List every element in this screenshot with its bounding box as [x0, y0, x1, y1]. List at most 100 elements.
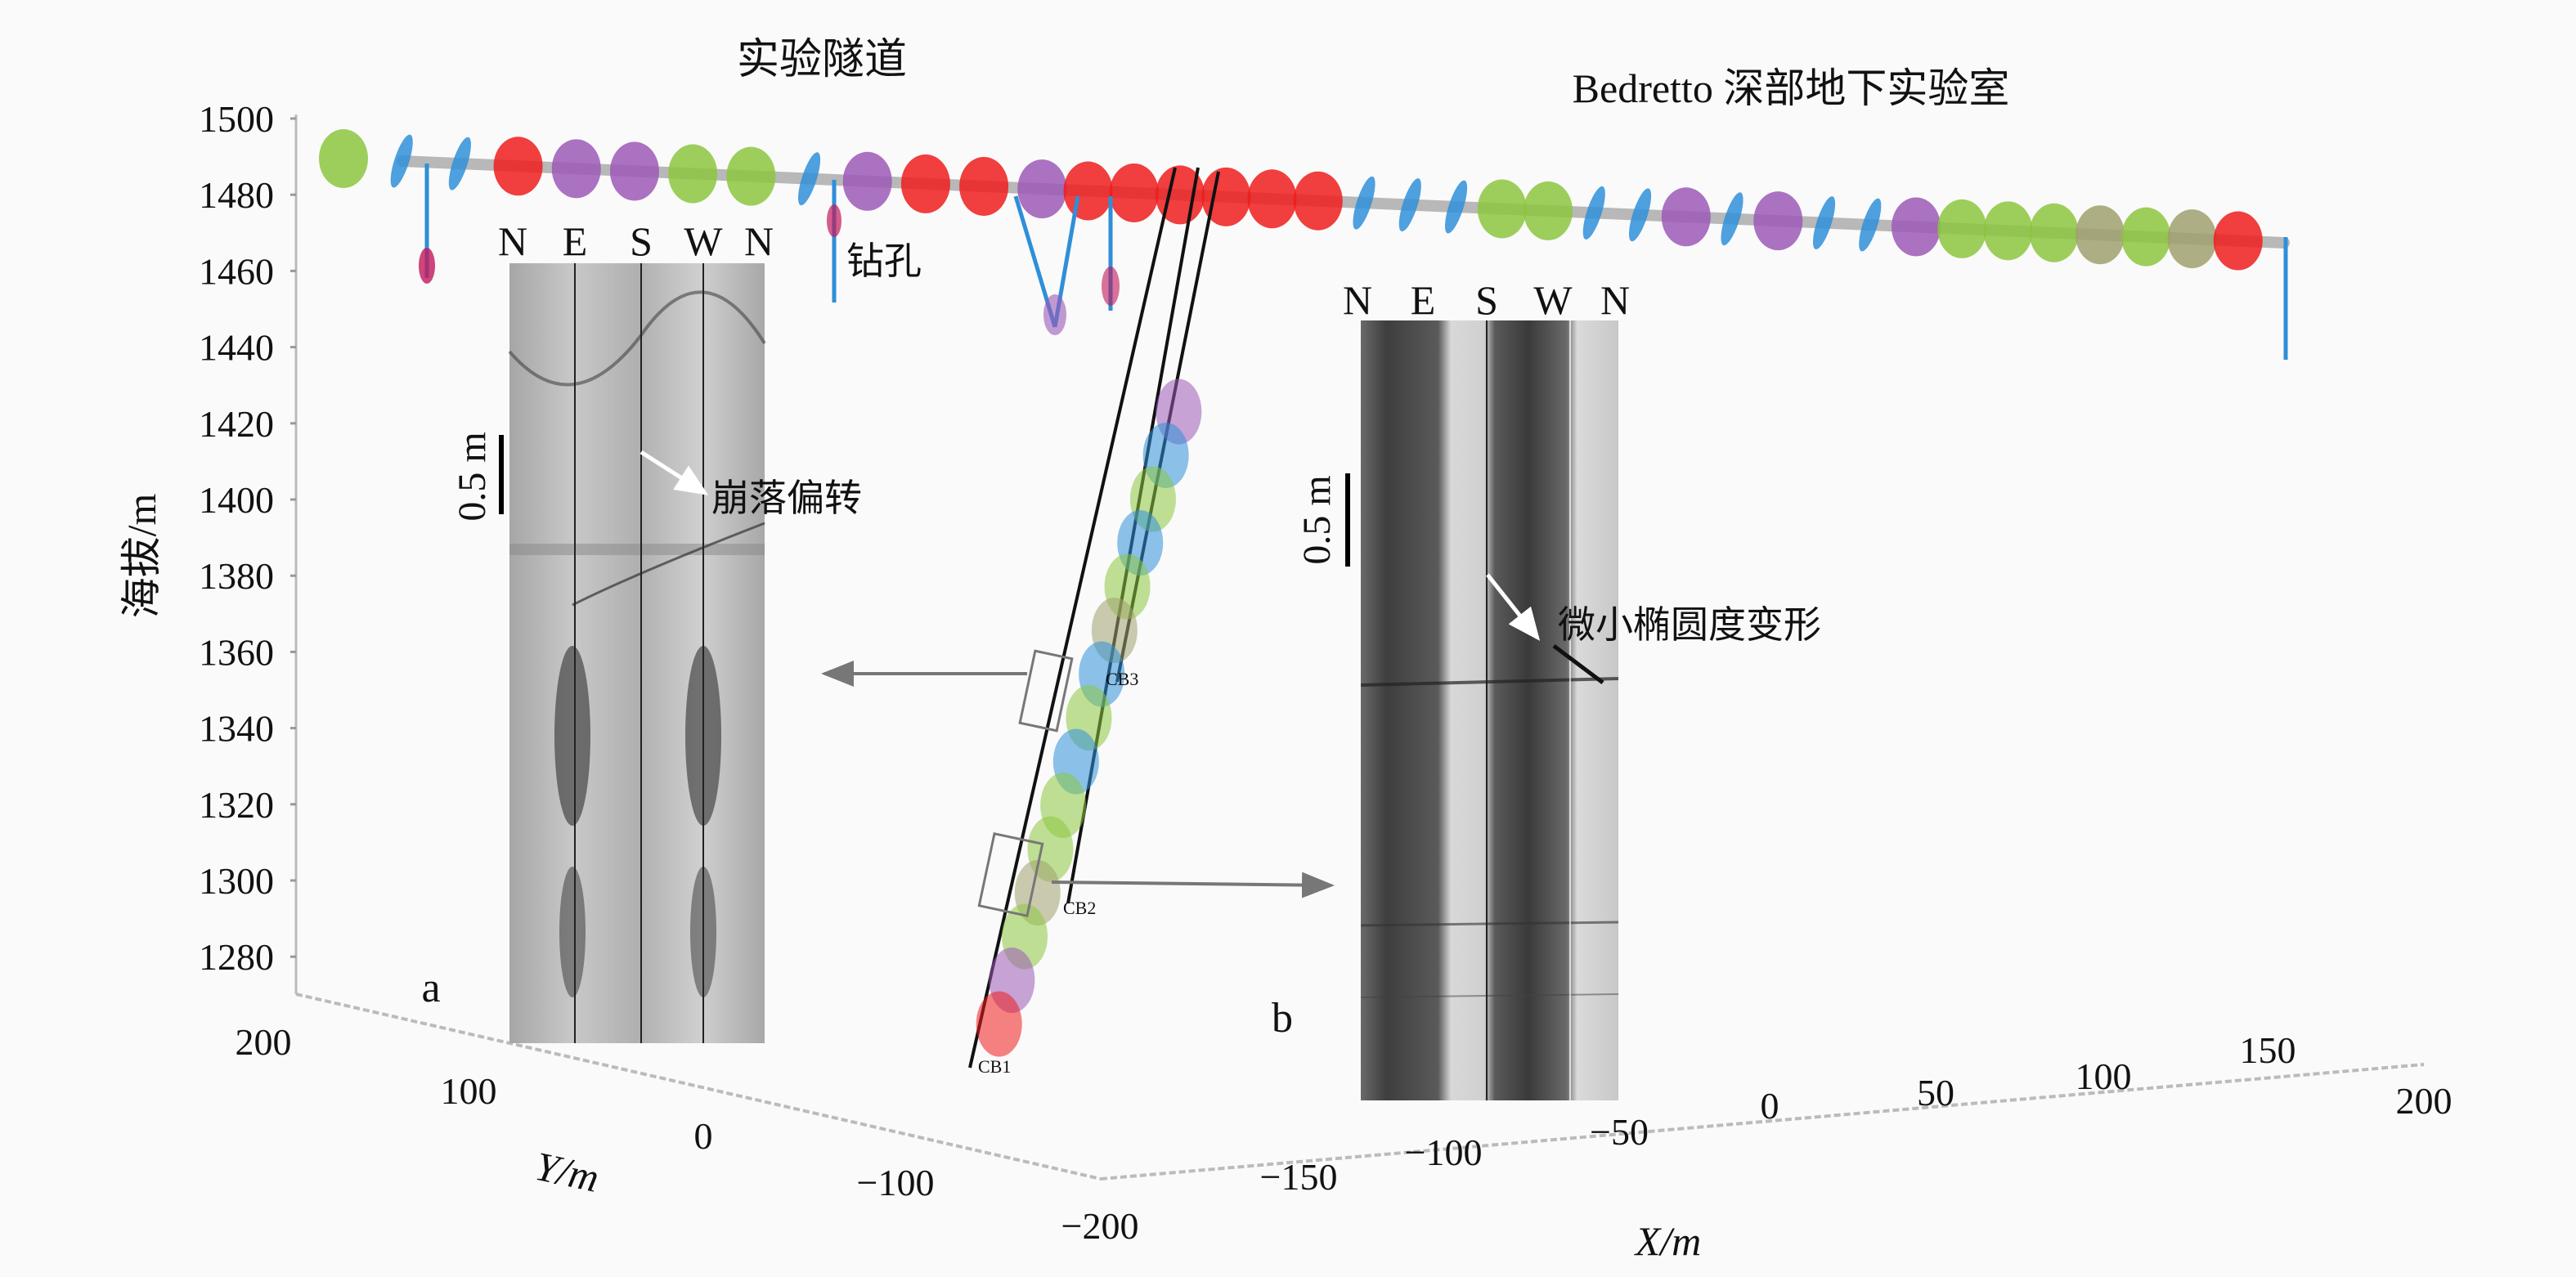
inset-b-scale-label: 0.5 m	[1295, 475, 1339, 564]
y-axis-label: Y/m	[532, 1143, 604, 1201]
z-tick-label: 1480	[199, 174, 274, 216]
compass-header-n: N	[498, 218, 527, 264]
fracture-ellipse	[609, 141, 659, 201]
fracture-ellipse	[1661, 187, 1711, 247]
borehole-fracture-ellipse	[976, 991, 1022, 1057]
y-tick-label: 0	[694, 1115, 713, 1157]
z-tick-label: 1400	[199, 479, 274, 521]
fracture-ellipse	[900, 154, 950, 213]
fracture-ellipse	[1983, 201, 2033, 261]
fracture-ellipse	[1109, 163, 1159, 222]
fracture-ellipse	[493, 137, 543, 196]
y-tick-label: −100	[857, 1162, 935, 1203]
fracture-ellipse	[668, 144, 718, 204]
fracture-ellipse	[726, 146, 776, 206]
y-tick-label: 100	[441, 1070, 497, 1112]
z-tick-label: 1340	[199, 708, 274, 750]
x-tick-label: −150	[1260, 1156, 1338, 1198]
fracture-ellipse	[2121, 207, 2171, 267]
z-axis-label: 海拔/m	[119, 494, 164, 619]
tunnel-title: 实验隧道	[737, 37, 907, 83]
x-tick-label: 200	[2396, 1080, 2453, 1122]
inset-b-label: b	[1272, 995, 1293, 1042]
arrow-to-inset-b	[1051, 871, 1335, 898]
x-tick-label: −50	[1590, 1111, 1649, 1153]
fracture-ellipse	[1017, 159, 1067, 219]
lab-title: Bedretto 深部地下实验室	[1573, 65, 2010, 111]
x-tick-label: 0	[1761, 1085, 1779, 1127]
fracture-ellipse	[1293, 171, 1343, 231]
inset-a-scale-label: 0.5 m	[451, 432, 494, 521]
fracture-ellipse	[959, 156, 1009, 216]
z-tick-label: 1360	[199, 631, 274, 673]
borehole-label-cb1: CB1	[978, 1056, 1011, 1077]
z-axis-ticks: 1500 1480 1460 1440 1420 1400 1380 1360 1340 1320…	[199, 98, 296, 978]
fracture-ellipse	[1859, 198, 1882, 252]
x-tick-label: 50	[1917, 1072, 1954, 1113]
compass-header-w: W	[1533, 277, 1573, 323]
fracture-ellipse	[1156, 165, 1205, 225]
x-axis-label: X/m	[1634, 1218, 1702, 1264]
fracture-ellipse	[1247, 169, 1297, 229]
inset-a-annotation: 崩落偏转	[711, 477, 862, 519]
fracture-ellipse	[842, 151, 892, 211]
z-tick-label: 1300	[199, 860, 274, 902]
z-tick-label: 1420	[199, 403, 274, 445]
fracture-ellipse	[1937, 199, 1987, 258]
y-tick-label: 200	[236, 1021, 292, 1063]
inset-a-borehole-image	[508, 263, 766, 1043]
z-tick-label: 1440	[199, 327, 274, 369]
z-tick-label: 1380	[199, 555, 274, 597]
x-axis-line	[1100, 1063, 2425, 1181]
z-tick-label: 1320	[199, 784, 274, 826]
fracture-ellipse	[390, 134, 413, 188]
inset-a-arrow	[640, 450, 709, 495]
fracture-ellipse	[1721, 192, 1744, 246]
y-tick-label: −200	[1061, 1205, 1139, 1247]
compass-header-n: N	[1600, 277, 1630, 323]
short-boreholes	[419, 164, 2288, 360]
inset-a-label: a	[421, 965, 440, 1011]
fracture-ellipse	[551, 139, 601, 199]
x-axis-ticks: −150 −100 −50 0 50 100 150 200	[1260, 1029, 2453, 1198]
compass-header-e: E	[1411, 277, 1436, 323]
fracture-ellipse	[2029, 203, 2079, 262]
fracture-ellipse	[1063, 161, 1113, 221]
compass-header-n: N	[1343, 277, 1372, 323]
fracture-ellipse	[797, 152, 821, 206]
compass-header-w: W	[684, 218, 723, 264]
y-axis-line	[295, 992, 1102, 1181]
y-axis-ticks: 200 100 0 −100 −200	[236, 1021, 1139, 1247]
z-tick-label: 1280	[199, 936, 274, 978]
fracture-ellipse	[1892, 197, 1941, 257]
borehole-fracture-ellipses	[976, 379, 1202, 1057]
fracture-ellipse	[1201, 167, 1251, 226]
fracture-ellipse	[319, 129, 368, 188]
fracture-ellipse	[1444, 180, 1468, 234]
fracture-ellipse	[1753, 191, 1803, 251]
tunnel-fracture-ellipses	[319, 129, 2263, 271]
compass-header-n: N	[744, 218, 774, 264]
x-tick-label: −100	[1405, 1131, 1483, 1173]
fracture-ellipse	[1477, 179, 1527, 239]
x-tick-label: 100	[2076, 1055, 2132, 1097]
fracture-ellipse	[1524, 181, 1573, 240]
fracture-ellipse	[1353, 176, 1376, 230]
fracture-ellipse	[1398, 178, 1421, 232]
fracture-ellipse	[2213, 211, 2263, 271]
inset-a-source-box	[1018, 649, 1074, 733]
borehole-label-cb3: CB3	[1106, 669, 1138, 689]
z-tick-label: 1500	[199, 98, 274, 140]
compass-header-s: S	[1475, 277, 1498, 323]
borehole-label: 钻孔	[846, 240, 922, 282]
fracture-ellipse	[1628, 188, 1652, 242]
compass-header-e: E	[563, 218, 588, 264]
borehole-label-cb2: CB2	[1063, 898, 1096, 918]
inset-b-source-box	[977, 831, 1044, 918]
fracture-ellipse	[448, 137, 471, 190]
fracture-ellipse	[2167, 209, 2217, 269]
